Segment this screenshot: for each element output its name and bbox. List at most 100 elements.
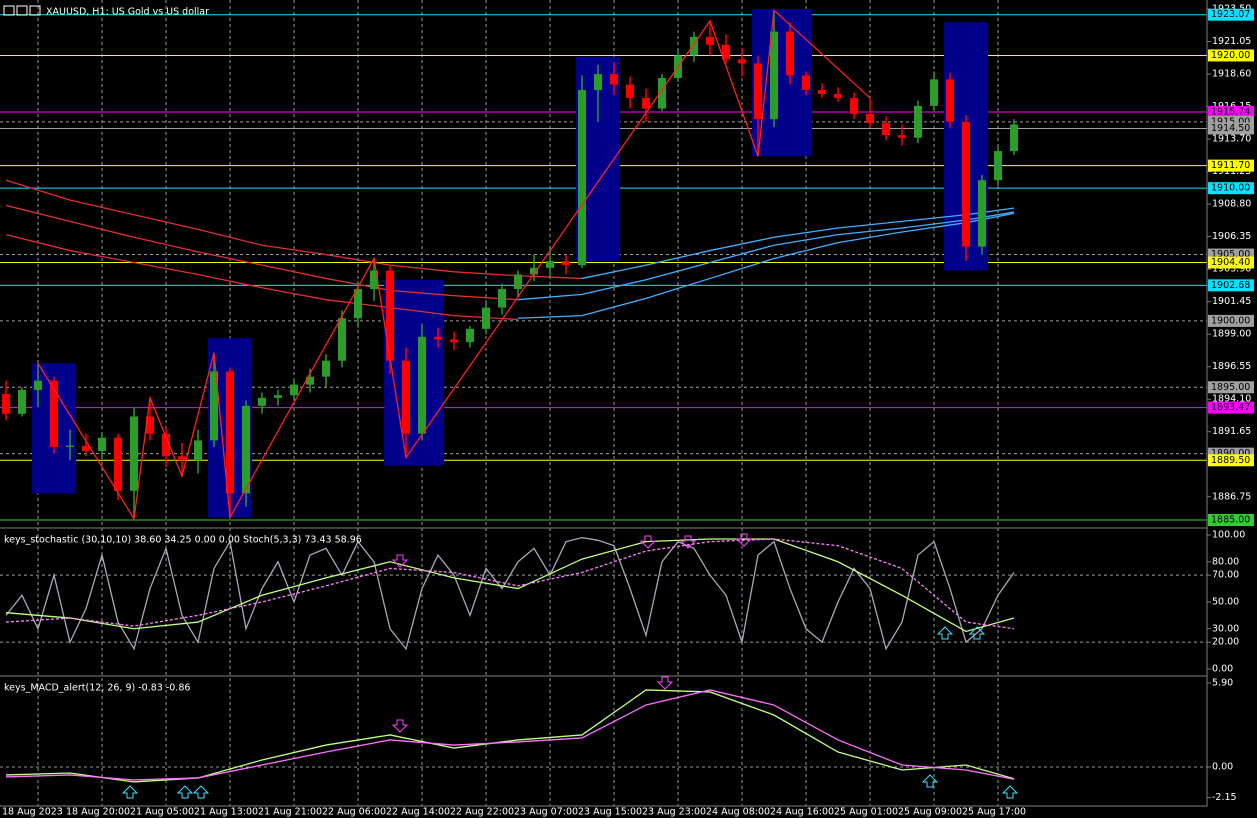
candle-body [578, 89, 586, 266]
axis-layer: 1923.501921.051918.601916.151913.701911.… [2, 4, 1254, 818]
x-tick-label: 18 Aug 20:00 [66, 807, 130, 818]
candle-body [706, 36, 714, 45]
candle-body [546, 261, 554, 268]
zigzag-line [37, 8, 871, 521]
candle-body [242, 405, 250, 494]
candle-body [626, 84, 634, 98]
level-label: 1895.00 [1211, 382, 1250, 393]
candle-body [18, 389, 26, 414]
indicator-title: keys_stochastic (30,10,10) 38.60 34.25 0… [4, 535, 362, 546]
main-layer [2, 8, 1018, 783]
level-label-box [1208, 105, 1254, 118]
x-tick-label: 21 Aug 13:00 [194, 807, 258, 818]
candle-body [146, 416, 154, 434]
candle-body [946, 79, 954, 122]
candle-body [2, 393, 10, 414]
x-tick-label: 22 Aug 14:00 [386, 807, 450, 818]
symbol-icons [3, 5, 41, 16]
icon [29, 5, 41, 16]
candle-body [818, 89, 826, 94]
y-tick-label: 1908.80 [1212, 199, 1251, 210]
y-tick-label: 1918.60 [1212, 69, 1251, 80]
candle-body [210, 371, 218, 441]
y-tick-label: 1921.05 [1212, 36, 1251, 47]
candle-body [258, 397, 266, 406]
candle-body [50, 380, 58, 447]
y-tick-label: 1886.75 [1212, 491, 1251, 502]
level-label: 1920.00 [1211, 50, 1250, 61]
candle-body [450, 339, 458, 343]
y-tick-label: 0.00 [1212, 761, 1233, 772]
indicator-line [5, 536, 1015, 651]
candle-body [98, 437, 106, 451]
candle-body [34, 380, 42, 390]
x-tick-label: 22 Aug 06:00 [322, 807, 386, 818]
y-tick-label: 1896.55 [1212, 361, 1251, 372]
level-label-box [1208, 279, 1254, 292]
x-tick-label: 23 Aug 23:00 [642, 807, 706, 818]
candle-body [274, 395, 282, 398]
y-tick-label: 80.00 [1212, 556, 1239, 567]
indicator-title: keys_MACD_alert(12, 26, 9) -0.83 -0.86 [4, 683, 190, 694]
moving-average [517, 212, 1015, 319]
y-tick-label: 1913.70 [1212, 134, 1251, 145]
y-tick-label: 20.00 [1212, 637, 1239, 648]
candle-body [386, 270, 394, 361]
candle-body [226, 371, 234, 494]
level-label: 1910.00 [1211, 183, 1250, 194]
candle-body [482, 307, 490, 329]
y-tick-label: 5.90 [1212, 677, 1233, 688]
candle-body [834, 93, 842, 98]
level-label-box [1208, 182, 1254, 195]
candle-body [914, 105, 922, 138]
candle-body [930, 79, 938, 106]
icon [3, 5, 15, 16]
level-label-box [1208, 454, 1254, 467]
indicator-line [5, 689, 1015, 783]
candle-body [1010, 124, 1018, 152]
level-label: 1914.50 [1211, 123, 1250, 134]
candle-body [338, 318, 346, 361]
moving-average [5, 179, 583, 280]
x-tick-label: 24 Aug 08:00 [706, 807, 770, 818]
y-tick-label: 1901.45 [1212, 296, 1251, 307]
candle-body [130, 416, 138, 491]
y-tick-label: 100.00 [1212, 529, 1245, 540]
candle-body [882, 123, 890, 136]
x-tick-label: 23 Aug 07:00 [514, 807, 578, 818]
candle-body [498, 289, 506, 308]
y-tick-label: 1899.00 [1212, 329, 1251, 340]
candle-body [178, 456, 186, 461]
level-label-box [1208, 401, 1254, 414]
candle-body [562, 261, 570, 266]
candle-body [642, 97, 650, 109]
candle-body [802, 75, 810, 90]
candle-body [658, 78, 666, 109]
candle-body [994, 151, 1002, 181]
y-tick-label: 1894.10 [1212, 394, 1251, 405]
moving-average [517, 211, 1015, 301]
candle-body [898, 135, 906, 138]
level-label: 1889.50 [1211, 455, 1250, 466]
level-label: 1923.07 [1211, 9, 1250, 20]
candle-body [82, 445, 90, 451]
y-tick-label: 70.00 [1212, 570, 1239, 581]
candle-body [962, 121, 970, 247]
level-label-box [1208, 49, 1254, 62]
level-label: 1890.00 [1211, 448, 1250, 459]
candle-body [370, 270, 378, 290]
level-label-box [1208, 122, 1254, 135]
moving-average [5, 234, 519, 321]
level-label: 1905.00 [1211, 249, 1250, 260]
y-tick-label: 1891.65 [1212, 426, 1251, 437]
level-label: 1911.70 [1211, 160, 1250, 171]
candle-body [306, 376, 314, 385]
level-label: 1915.00 [1211, 116, 1250, 127]
level-label-box [1208, 381, 1254, 394]
candle-body [738, 59, 746, 64]
indicator-line [5, 538, 1015, 633]
candle-body [114, 437, 122, 491]
level-label-box [1208, 514, 1254, 526]
x-tick-label: 25 Aug 17:00 [962, 807, 1026, 818]
